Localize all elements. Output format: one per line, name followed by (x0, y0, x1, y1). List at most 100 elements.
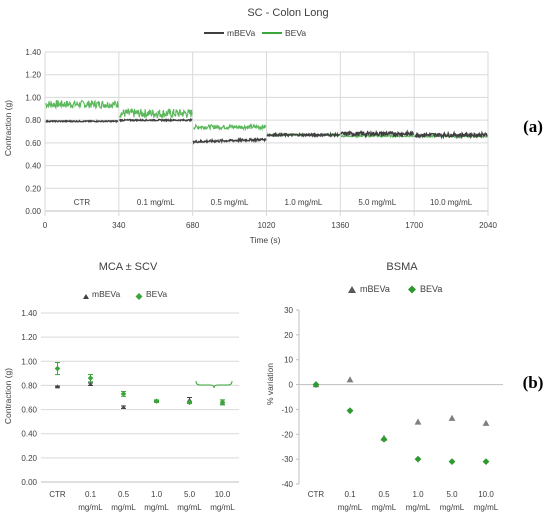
x-tick-label: CTR (49, 490, 66, 499)
x-tick-label: 1360 (331, 221, 349, 230)
x-tick-label: 0 (43, 221, 48, 230)
segment-label: CTR (74, 198, 91, 207)
beva-trace-segment (45, 99, 119, 110)
x-tick-label: 5.0 (446, 490, 458, 499)
y-tick-label: 0.80 (21, 381, 37, 390)
beva-point (482, 458, 490, 466)
segment-label: 10.0 mg/mL (430, 198, 473, 207)
mbeva-point (88, 382, 93, 386)
legend-mbeva-label: mBEVa (92, 289, 120, 299)
legend-beva-label: BEVa (146, 289, 167, 299)
x-tick-label: 10.0 (215, 490, 231, 499)
y-tick-label: 1.20 (21, 333, 37, 342)
legend-beva-marker (408, 285, 416, 294)
chart-a-title: SC - Colon Long (247, 7, 328, 19)
x-tick-label: 1.0 (412, 490, 424, 499)
y-tick-label: 0.60 (25, 139, 41, 148)
chart-b2-markers (312, 376, 490, 466)
segment-label: 0.5 mg/mL (211, 198, 249, 207)
mbeva-point (482, 419, 490, 426)
y-tick-label: 0.20 (21, 454, 37, 463)
chart-b1-gridlines (41, 312, 239, 483)
x-tick-label: 0.5 (118, 490, 130, 499)
legend-mbeva-label: mBEVa (360, 284, 390, 294)
segment-label: 5.0 mg/mL (358, 198, 396, 207)
chart-mca: MCA ± SCV mBEVa BEVa 0.00 0.20 0.40 0.60 0.8… (3, 261, 543, 512)
x-tick-unit: mg/mL (406, 503, 431, 512)
mbeva-trace-segment (118, 117, 193, 123)
chart-a-segment-dividers (44, 52, 489, 216)
x-tick-unit: mg/mL (111, 503, 136, 512)
y-tick-label: 10 (284, 356, 293, 365)
x-tick-label: CTR (308, 490, 325, 499)
beva-point (87, 375, 94, 381)
x-tick-label: 0.5 (378, 490, 390, 499)
x-tick-label: 2040 (479, 221, 497, 230)
segment-label: 0.1 mg/mL (137, 198, 175, 207)
chart-b1-legend: mBEVa BEVa (83, 289, 167, 300)
y-tick-label: 0 (289, 381, 294, 390)
y-tick-label: 0.20 (25, 184, 41, 193)
y-tick-label: 1.40 (25, 48, 41, 57)
legend-beva-label: BEVa (285, 28, 306, 38)
y-tick-label: -10 (281, 405, 293, 414)
x-tick-label: 340 (112, 221, 126, 230)
y-tick-label: -30 (281, 455, 293, 464)
x-tick-label: 680 (186, 221, 200, 230)
y-tick-label: 0.80 (25, 116, 41, 125)
chart-b1-y-tick-labels: 0.00 0.20 0.40 0.60 0.80 1.00 1.20 1.40 (21, 309, 37, 487)
chart-b1-markers (54, 361, 226, 409)
x-tick-unit: mg/mL (338, 503, 363, 512)
x-tick-label: 0.1 (344, 490, 356, 499)
y-tick-label: 0.40 (25, 162, 41, 171)
chart-a-traces (45, 99, 488, 145)
chart-b2-legend: mBEVa BEVa (348, 284, 442, 294)
mbeva-trace-segment (45, 119, 119, 124)
chart-b2-axes (296, 309, 503, 485)
beva-point (312, 381, 320, 388)
chart-time-course: SC - Colon Long mBEVa BEVa 0.00 0.20 0.40 0… (3, 7, 543, 245)
x-tick-unit: mg/mL (78, 503, 103, 512)
chart-a-y-axis-label: Contraction (g) (3, 100, 13, 156)
chart-a-y-tick-labels: 0.00 0.20 0.40 0.60 0.80 1.00 1.20 1.40 (25, 48, 41, 216)
x-tick-label: 1.0 (151, 490, 163, 499)
beva-point (380, 435, 388, 443)
mbeva-point (55, 384, 60, 389)
chart-b1-significance-bracket (195, 380, 233, 389)
chart-b2-x-tick-labels: CTR 0.1 mg/mL 0.5 mg/mL 1.0 mg/mL 5.0 mg/mL 10.0 m… (308, 490, 499, 512)
y-tick-label: 0.00 (21, 478, 37, 487)
legend-mbeva-marker (348, 286, 356, 293)
y-tick-label: 30 (284, 306, 293, 315)
mbeva-point (448, 414, 456, 421)
y-tick-label: 1.00 (21, 357, 37, 366)
chart-b2-title: BSMA (386, 261, 418, 273)
y-tick-label: -20 (281, 430, 293, 439)
x-tick-unit: mg/mL (210, 503, 235, 512)
mbeva-point (121, 404, 126, 409)
beva-point (120, 391, 127, 397)
mbeva-trace-segment (192, 136, 267, 145)
chart-b2-y-axis-label: % variation (265, 363, 275, 405)
mbeva-point (414, 418, 422, 425)
chart-a-segment-labels: CTR 0.1 mg/mL 0.5 mg/mL 1.0 mg/mL 5.0 mg/mL 1… (74, 198, 473, 207)
beva-trace-segment (193, 123, 267, 132)
beva-point (448, 458, 456, 466)
chart-a-legend: mBEVa BEVa (204, 28, 306, 38)
chart-b1-title: MCA ± SCV (99, 261, 158, 273)
legend-mbeva-marker (83, 294, 89, 299)
panel-label-a: (a) (523, 117, 543, 136)
beva-point (186, 399, 193, 406)
y-tick-label: 20 (284, 331, 293, 340)
y-tick-label: 0.00 (25, 207, 41, 216)
chart-a-x-tick-labels: 0 340 680 1020 1360 1700 2040 (43, 221, 498, 230)
x-tick-label: 0.1 (85, 490, 97, 499)
y-tick-label: 1.20 (25, 71, 41, 80)
chart-b1-x-tick-labels: CTR 0.1 mg/mL 0.5 mg/mL 1.0 mg/mL 5.0 mg/mL 10.0 m… (49, 490, 235, 512)
segment-label: 1.0 mg/mL (285, 198, 323, 207)
mbeva-trace-segment (266, 131, 341, 139)
x-tick-unit: mg/mL (440, 503, 465, 512)
legend-beva-marker (135, 293, 143, 300)
x-tick-unit: mg/mL (144, 503, 169, 512)
legend-mbeva-label: mBEVa (227, 28, 255, 38)
